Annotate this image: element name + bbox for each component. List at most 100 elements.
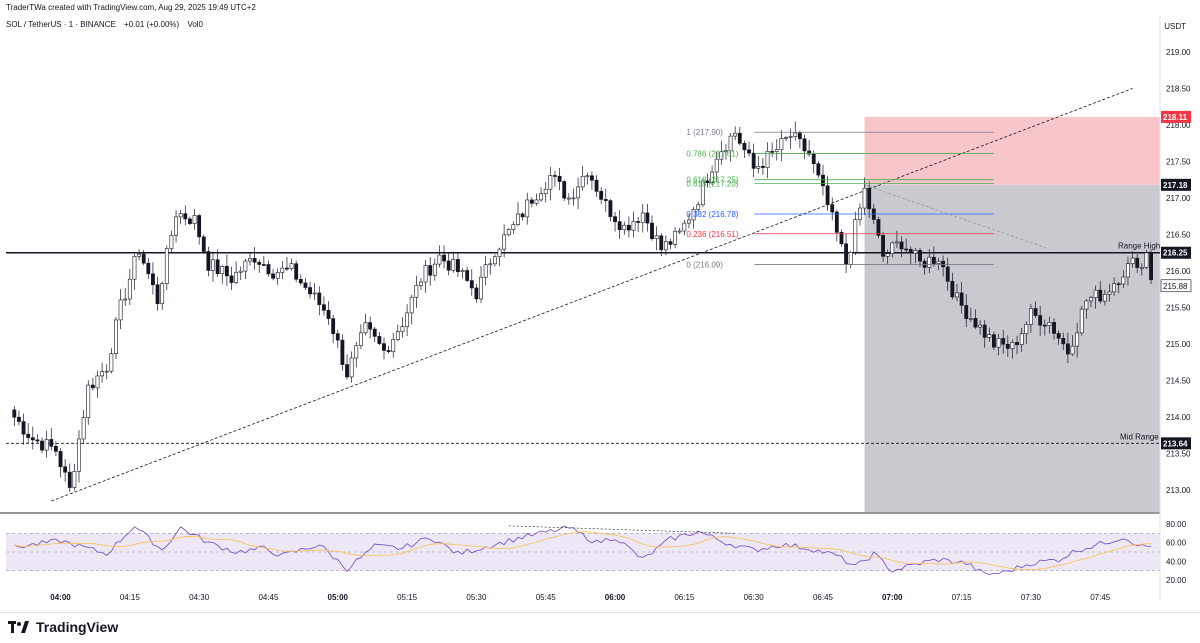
candle [81,409,86,444]
price-tag-text: 218.11 [1163,113,1188,122]
candle-body [654,235,659,240]
rsi-tick-label: 20.00 [1166,576,1187,585]
candle-body [321,304,326,311]
candle [511,221,516,234]
axis-unit-label[interactable]: USDT [1164,22,1186,31]
candle [1102,289,1107,306]
candle-body [751,152,756,169]
rsi-tick-label: 80.00 [1166,520,1187,529]
candle [1139,263,1144,276]
candle-body [137,253,141,257]
tradingview-logo[interactable]: TradingView [8,619,118,635]
candle [733,126,738,141]
price-tick-label: 215.00 [1166,340,1191,349]
candle-body [104,370,109,373]
mid-range-label: Mid Range [1120,432,1159,441]
candle-body [987,334,992,338]
candle-body [280,267,285,273]
candle [95,370,100,398]
projection-line [864,184,1050,250]
candle-body [964,305,969,319]
time-axis[interactable]: 04:00 04:15 04:30 04:45 05:00 05:15 05:30 05:45… [50,593,1111,602]
candle-body [30,437,35,441]
candle [1075,322,1080,358]
candle [289,258,294,271]
candle [811,150,816,174]
candle [428,256,433,286]
candle-body [931,256,936,264]
candle-body [576,186,580,199]
price-axis[interactable]: 213.00 213.50 214.00 214.50 215.00 215.50 216.… [1160,48,1192,495]
candle-body [774,149,779,152]
candle [127,268,132,305]
candle [492,254,497,267]
time-tick-label: 06:00 [605,593,626,602]
candle-body [936,260,941,264]
attribution-text: TraderTWa created with TradingView.com, … [6,3,256,12]
candle [862,177,867,216]
candle [973,309,978,329]
candle-body [211,259,215,271]
candle [271,269,276,281]
candle-body [317,292,322,305]
price-tag-bg [1160,279,1192,293]
candle [386,345,391,354]
candle [774,139,779,161]
candle [802,134,807,160]
candle [825,176,830,211]
candle [409,294,414,325]
fib-level-label: 1 (217.90) [686,128,723,137]
candle [335,329,340,348]
candle-body [17,416,21,422]
candle [728,133,733,162]
candle [474,283,479,303]
candle-body [737,132,742,144]
time-tick-label: 07:30 [1021,593,1042,602]
candle [576,177,580,210]
candle-body [248,258,252,262]
candle [164,245,169,290]
candle [737,126,742,146]
candle-body [594,179,599,192]
candle-body [797,132,802,140]
candle-body [289,263,294,269]
candle-body [927,256,932,268]
price-tag: 215.88 [1160,279,1192,293]
candle-body [631,221,636,231]
candle [622,221,627,235]
candle [668,238,673,250]
time-tick-label: 06:15 [674,593,695,602]
candle [1005,335,1010,357]
candle-body [788,136,793,138]
candle-body [132,256,137,280]
candle [539,187,544,202]
candle [58,448,63,478]
candle-body [742,143,747,151]
candle-body [409,296,414,314]
candle [187,216,192,226]
candle [12,406,17,427]
candle [460,268,465,279]
chart-canvas[interactable]: Range High Mid Range 1 (217.90) 0.786 (217… [0,0,1200,612]
candle [756,155,761,174]
candle-body [58,451,63,468]
candle [358,324,363,350]
candle-body [816,163,821,176]
candle-body [603,199,608,201]
candle-body [728,135,733,152]
candle [169,230,174,253]
candle-body [1112,283,1117,293]
candle [285,256,289,272]
candle [104,364,109,380]
candle-body [1079,308,1084,334]
candle-body [830,204,835,213]
candle [1079,305,1084,336]
candle [1107,284,1112,302]
candle-body [141,253,146,264]
candle-body [423,265,428,283]
price-tick-label: 214.00 [1166,413,1191,422]
fib-level-label: 0.618 (217.20) [686,179,738,188]
symbol-label[interactable]: SOL / TetherUS · 1 · BINANCE [6,20,116,29]
candle-body [340,339,345,365]
candle [821,164,825,196]
